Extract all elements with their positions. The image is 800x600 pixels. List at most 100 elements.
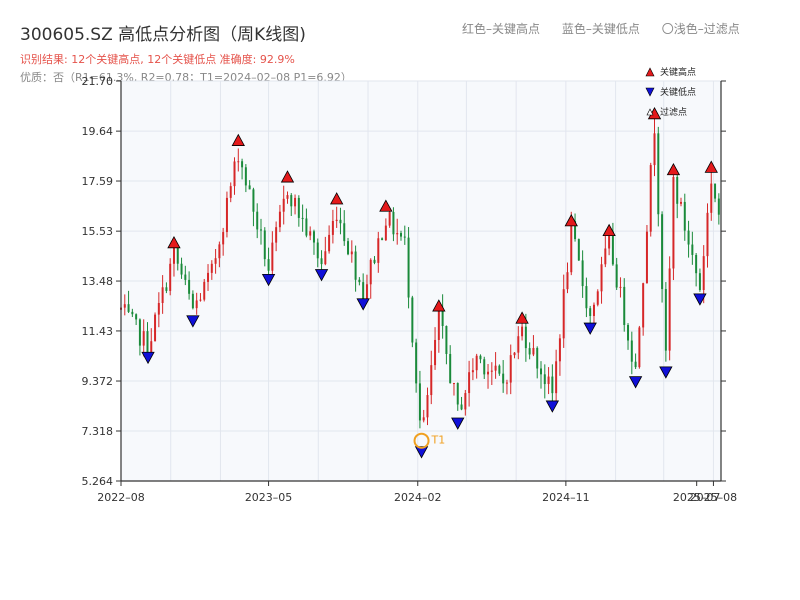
candle-body <box>581 260 584 287</box>
t1-marker <box>413 432 430 449</box>
y-tick-label: 21.70 <box>82 75 114 88</box>
color-key-low: 蓝色–关键低点 <box>561 22 640 36</box>
y-tick-label: 19.64 <box>82 125 114 138</box>
key-low-marker <box>451 417 465 430</box>
candle-body <box>161 287 164 303</box>
candle-body <box>638 327 641 368</box>
y-tick-label: 15.53 <box>82 225 114 238</box>
candle-body <box>627 324 630 341</box>
y-tick-label: 5.264 <box>82 475 114 488</box>
candle-body <box>260 229 262 231</box>
candle-body <box>350 251 353 255</box>
y-tick-label: 9.372 <box>82 375 114 388</box>
candle-body <box>468 372 471 394</box>
candle-body <box>604 248 607 265</box>
candle-body <box>400 233 402 237</box>
candle-body <box>653 133 656 166</box>
candle-body <box>596 291 599 305</box>
candle-body <box>570 221 573 273</box>
candle-body <box>494 365 497 371</box>
candle-body <box>714 183 717 199</box>
candle-body <box>524 326 527 349</box>
candle-body <box>369 259 372 285</box>
candle-body <box>127 304 130 312</box>
key-high-marker <box>666 162 681 176</box>
candle-body <box>608 231 611 249</box>
x-tick-label: 2024–11 <box>542 491 590 504</box>
candle-body <box>698 273 701 291</box>
candle-body <box>456 383 459 405</box>
candle-body <box>150 341 153 356</box>
key-low-marker <box>545 400 560 413</box>
candle-body <box>237 161 240 163</box>
x-tick-label: 2022–08 <box>97 491 145 504</box>
candle-body <box>657 133 660 215</box>
key-high-marker <box>602 223 616 237</box>
candle-body <box>555 361 558 394</box>
candle-body <box>188 279 191 294</box>
color-key: 红色–关键高点 蓝色–关键低点 〇浅色–过滤点 <box>462 20 758 37</box>
candle-body <box>415 342 418 384</box>
candle-body <box>562 289 565 339</box>
key-high-marker <box>231 133 245 146</box>
candle-body <box>623 286 626 325</box>
candle-body <box>517 336 520 353</box>
candle-body <box>154 314 157 342</box>
y-tick-label: 11.43 <box>82 325 114 338</box>
key-high-marker <box>379 199 393 212</box>
candle-body <box>222 232 225 245</box>
candle-body <box>600 264 603 292</box>
candle-body <box>592 304 595 317</box>
candle-body <box>441 307 444 327</box>
candle-body <box>683 201 686 231</box>
candle-body <box>324 251 327 265</box>
key-low-marker <box>186 315 200 328</box>
candle-body <box>566 272 569 290</box>
candle-body <box>248 185 251 190</box>
key-low-marker <box>261 273 276 287</box>
key-high-marker <box>704 160 718 173</box>
candle-body <box>358 279 361 283</box>
candle-body <box>611 231 614 265</box>
candle-body <box>434 339 437 366</box>
candle-body <box>286 195 289 199</box>
candle-body <box>645 231 648 284</box>
candle-body <box>540 368 542 375</box>
key-low-marker <box>659 366 673 379</box>
candle-body <box>199 299 202 301</box>
candle-body <box>630 340 633 362</box>
candle-body <box>165 287 168 291</box>
candle-body <box>642 283 645 328</box>
candle-body <box>229 186 232 198</box>
candle-body <box>343 223 346 242</box>
candle-body <box>430 365 433 396</box>
candle-body <box>676 176 679 204</box>
candle-body <box>532 347 535 355</box>
candle-body <box>407 237 410 298</box>
candle-body <box>373 259 376 263</box>
candle-body <box>384 225 387 241</box>
candle-body <box>218 244 221 259</box>
key-high-marker <box>280 170 295 183</box>
candle-body <box>680 201 682 204</box>
candle-body <box>256 211 259 230</box>
candle-body <box>290 195 293 207</box>
candle-body <box>252 189 255 212</box>
candle-body <box>305 218 308 236</box>
candle-body <box>142 331 145 346</box>
candle-body <box>331 221 334 235</box>
candle-body <box>157 302 160 315</box>
candle-body <box>661 214 664 290</box>
candle-body <box>271 242 274 271</box>
candle-body <box>184 274 187 280</box>
x-tick-label: 2025–08 <box>690 491 738 504</box>
candle-body <box>244 167 247 186</box>
candle-body <box>335 219 338 222</box>
legend-high-swatch <box>645 67 655 77</box>
candle-body <box>381 238 384 241</box>
candle-body <box>422 417 425 421</box>
candle-body <box>664 289 667 351</box>
candle-body <box>176 247 179 264</box>
candle-body <box>452 383 455 385</box>
candle-body <box>577 239 580 261</box>
